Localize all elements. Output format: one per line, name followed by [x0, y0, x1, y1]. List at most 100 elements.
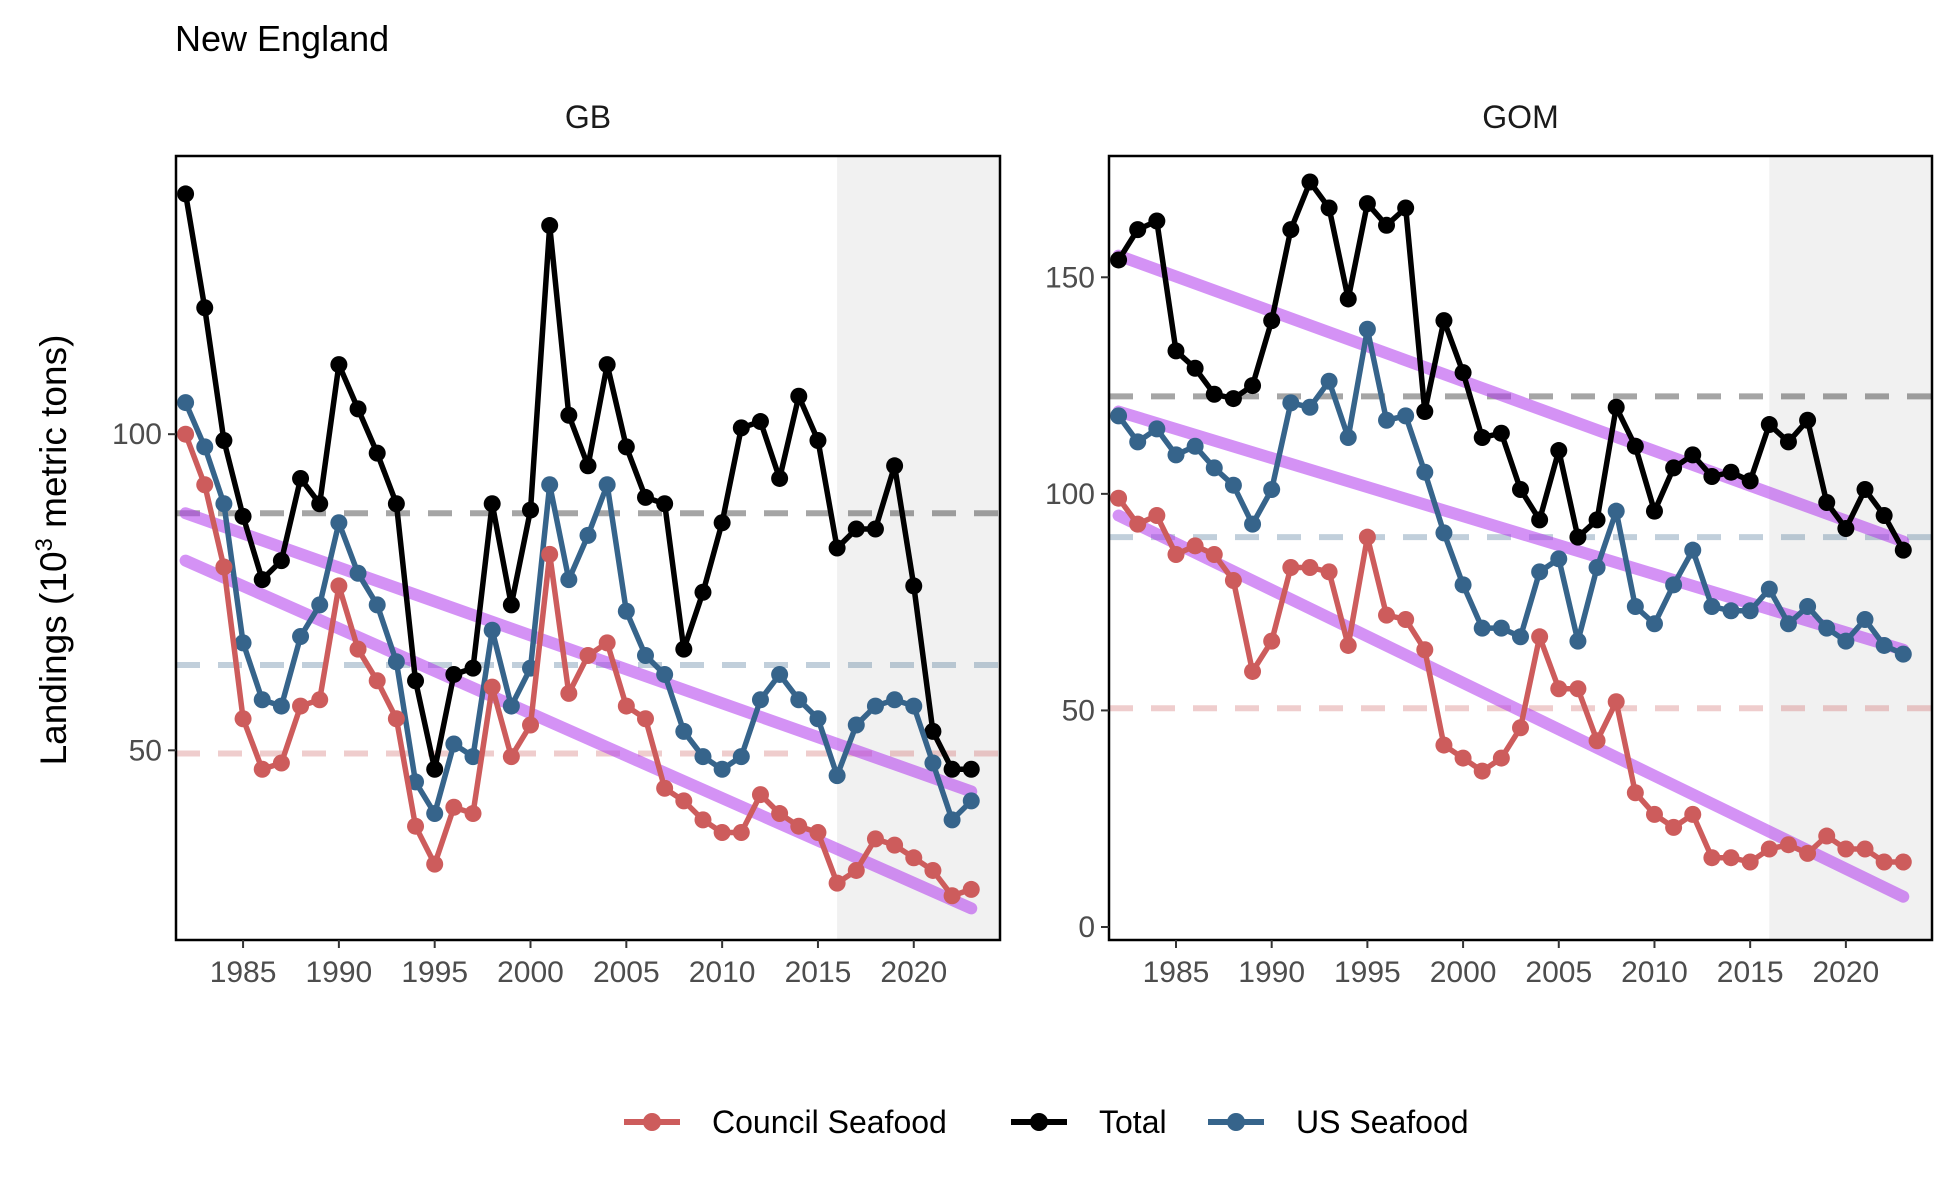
point-gb-total: [694, 583, 712, 601]
point-gb-total: [886, 457, 904, 475]
point-gom-total: [1205, 385, 1223, 403]
point-gb-council: [292, 697, 310, 715]
legend: Council Seafood Total US Seafood: [624, 1104, 1469, 1140]
point-gom-total: [1358, 195, 1376, 213]
figure-title: New England: [175, 18, 389, 59]
point-gom-council: [1492, 749, 1510, 767]
point-gom-total: [1397, 199, 1415, 217]
point-gb-council: [445, 798, 463, 816]
point-gom-council: [1205, 545, 1223, 563]
point-gb-council: [502, 748, 520, 766]
x-tick-label-gb: 2005: [593, 956, 660, 989]
point-gom-us: [1110, 407, 1128, 425]
point-gb-council: [483, 678, 501, 696]
point-gb-total: [483, 495, 501, 513]
point-gom-us: [1416, 463, 1434, 481]
x-tick-label-gom: 2005: [1525, 956, 1592, 989]
point-gom-us: [1722, 602, 1740, 620]
point-gom-council: [1569, 680, 1587, 698]
point-gb-total: [541, 217, 559, 235]
point-gom-council: [1473, 762, 1491, 780]
x-tick-label-gom: 2000: [1430, 956, 1497, 989]
point-gom-us: [1167, 446, 1185, 464]
point-gb-us: [656, 665, 674, 683]
point-gom-total: [1875, 507, 1893, 525]
point-gb-us: [426, 805, 444, 823]
point-gb-council: [732, 824, 750, 842]
point-gb-us: [675, 722, 693, 740]
point-gb-us: [771, 665, 789, 683]
point-gb-us: [828, 767, 846, 785]
point-gb-council: [330, 577, 348, 595]
point-gb-total: [387, 495, 405, 513]
point-gom-us: [1741, 602, 1759, 620]
point-gb-us: [598, 476, 616, 494]
point-gb-total: [617, 438, 635, 456]
point-gom-total: [1741, 472, 1759, 490]
point-gb-us: [886, 691, 904, 709]
point-gb-us: [790, 691, 808, 709]
point-gb-total: [311, 495, 329, 513]
point-gom-us: [1492, 619, 1510, 637]
point-gb-us: [713, 760, 731, 778]
point-gb-total: [924, 722, 942, 740]
point-gom-us: [1473, 619, 1491, 637]
point-gb-council: [368, 672, 386, 690]
point-gb-council: [349, 640, 367, 658]
point-gom-us: [1282, 394, 1300, 412]
legend-label: US Seafood: [1296, 1104, 1469, 1140]
point-gom-us: [1339, 429, 1357, 447]
point-gom-council: [1684, 805, 1702, 823]
point-gom-us: [1397, 407, 1415, 425]
point-gb-council: [407, 817, 425, 835]
x-tick-label-gom: 2020: [1812, 956, 1879, 989]
point-gb-total: [713, 514, 731, 532]
y-tick-label-gom: 150: [1045, 261, 1095, 294]
point-gom-us: [1684, 541, 1702, 559]
point-gb-total: [579, 457, 597, 475]
point-gb-us: [292, 628, 310, 646]
point-gb-council: [694, 811, 712, 829]
point-gb-us: [349, 564, 367, 582]
point-gom-council: [1894, 853, 1912, 871]
point-gb-council: [866, 830, 884, 848]
point-gb-us: [579, 526, 597, 544]
point-gb-total: [330, 356, 348, 374]
point-gb-us: [253, 691, 271, 709]
point-gb-total: [675, 640, 693, 658]
x-tick-label-gb: 1990: [306, 956, 373, 989]
point-gb-council: [847, 861, 865, 879]
point-gom-us: [1263, 481, 1281, 499]
point-gb-us: [483, 621, 501, 639]
point-gom-council: [1626, 784, 1644, 802]
point-gb-total: [866, 520, 884, 538]
point-gb-us: [924, 754, 942, 772]
point-gb-us: [617, 602, 635, 620]
point-gom-total: [1110, 251, 1128, 269]
point-gb-council: [790, 817, 808, 835]
point-gb-council: [943, 887, 961, 905]
point-gom-council: [1703, 849, 1721, 867]
point-gom-total: [1703, 468, 1721, 486]
y-tick-label-gb: 50: [129, 734, 162, 767]
point-gb-us: [732, 748, 750, 766]
point-gom-council: [1148, 507, 1166, 525]
point-gom-total: [1378, 216, 1396, 234]
point-gom-council: [1665, 818, 1683, 836]
point-gom-us: [1435, 524, 1453, 542]
point-gom-council: [1167, 545, 1185, 563]
point-gom-us: [1148, 420, 1166, 438]
point-gb-us: [866, 697, 884, 715]
point-gb-us: [215, 495, 233, 513]
y-tick-label-gb: 100: [112, 418, 162, 451]
point-gom-total: [1167, 342, 1185, 360]
point-gb-total: [656, 495, 674, 513]
point-gb-us: [962, 792, 980, 810]
point-gom-total: [1263, 312, 1281, 330]
point-gb-total: [828, 539, 846, 557]
point-gom-council: [1397, 610, 1415, 628]
point-gom-total: [1837, 520, 1855, 538]
trend-line-gom-council: [1112, 509, 1910, 903]
point-gom-council: [1244, 662, 1262, 680]
point-gb-total: [407, 672, 425, 690]
